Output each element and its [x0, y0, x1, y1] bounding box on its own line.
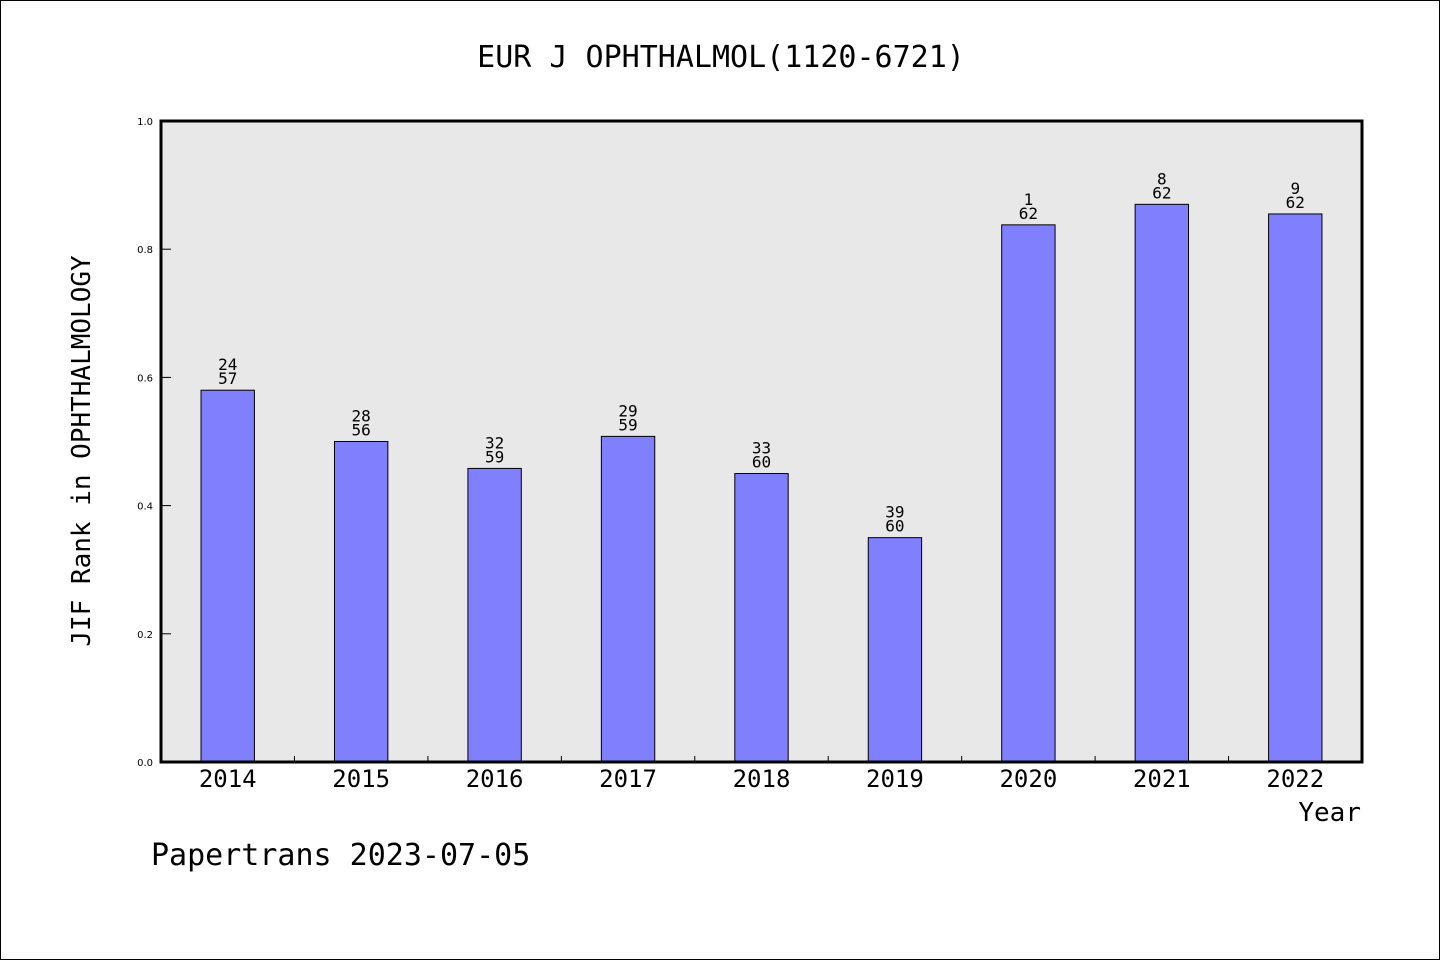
bar-total-label: 60: [752, 453, 771, 472]
bar-rank-label: 8: [1157, 169, 1167, 188]
bar-total-label: 57: [218, 369, 237, 388]
bar-2018: [734, 473, 789, 763]
y-axis-label: JIF Rank in OPHTHALMOLOGY: [67, 255, 97, 647]
x-tick-label: 2018: [733, 765, 791, 793]
bar-rank-label: 29: [618, 401, 637, 420]
x-tick-label: 2016: [466, 765, 524, 793]
x-tick-label: 2022: [1266, 765, 1324, 793]
bar-2016: [467, 467, 522, 763]
bar-2022: [1268, 213, 1323, 763]
bar-rank-label: 24: [218, 355, 237, 374]
y-tick-label: 1.0: [137, 117, 153, 128]
x-axis-label: Year: [1298, 798, 1361, 828]
bar-2021: [1134, 203, 1190, 763]
x-tick-label: 2014: [199, 765, 257, 793]
bar-2020: [1001, 224, 1056, 763]
bar-rank-label: 28: [352, 407, 371, 426]
y-tick-label: 0.2: [137, 630, 153, 641]
footer-credit: Papertrans 2023-07-05: [151, 838, 530, 873]
bar-2014: [200, 389, 255, 763]
x-tick-label: 2020: [999, 765, 1057, 793]
x-tick-label: 2017: [599, 765, 657, 793]
bar-total-label: 60: [885, 517, 904, 536]
y-tick-label: 0.6: [137, 373, 153, 384]
bar-total-label: 62: [1019, 204, 1038, 223]
x-tick-label: 2021: [1133, 765, 1191, 793]
chart-title: EUR J OPHTHALMOL(1120-6721): [477, 40, 965, 75]
x-axis: 2014 2015 2016 2017 2018 2019 2020 2021 2022: [199, 756, 1324, 793]
bar-rank-label: 32: [485, 433, 504, 452]
y-tick-label: 0.4: [137, 502, 153, 513]
y-tick-label: 0.0: [137, 758, 153, 769]
x-tick-label: 2015: [332, 765, 390, 793]
bar-rank-label: 39: [885, 503, 904, 522]
y-tick-label: 0.8: [137, 245, 153, 256]
x-tick-label: 2019: [866, 765, 924, 793]
bar-2015: [333, 441, 389, 763]
bar-total-label: 56: [352, 421, 371, 440]
bar-rank-label: 9: [1290, 179, 1300, 198]
bar-rank-label: 1: [1024, 190, 1034, 209]
bar-total-label: 59: [485, 447, 504, 466]
bar-total-label: 62: [1286, 193, 1305, 212]
bar-total-label: 62: [1152, 183, 1171, 202]
bar-total-label: 59: [618, 415, 637, 434]
bar-2019: [867, 537, 923, 763]
bar-rank-label: 33: [752, 439, 771, 458]
bar-2017: [600, 435, 656, 763]
plot-border: [159, 119, 1364, 764]
